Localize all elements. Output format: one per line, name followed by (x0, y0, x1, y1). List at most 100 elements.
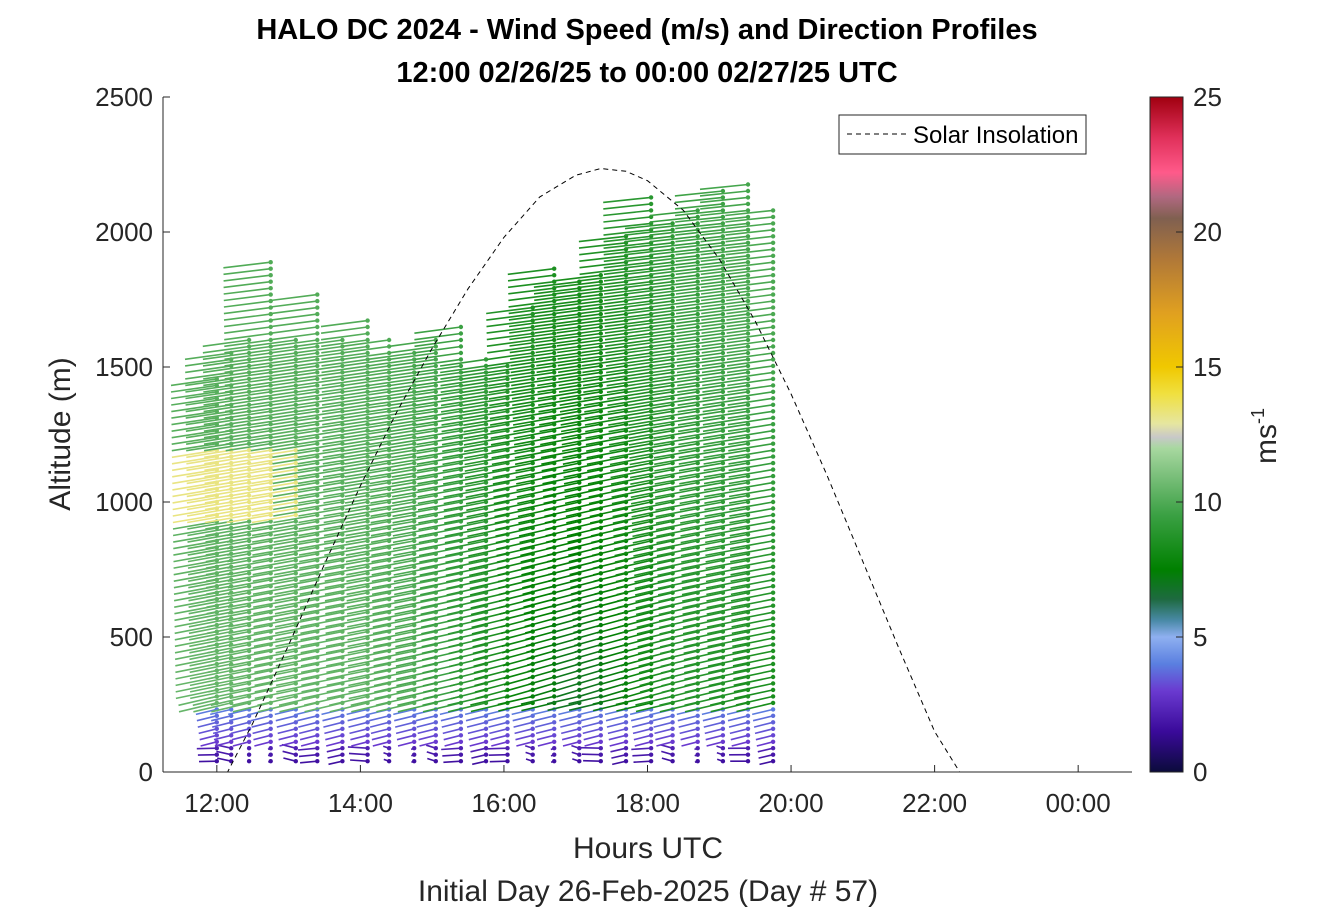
wind-barb (517, 501, 555, 511)
wind-barb-dot (483, 493, 489, 498)
wind-barb-dot (770, 208, 776, 213)
wind-barb (561, 442, 601, 452)
wind-barb (273, 501, 318, 511)
wind-barb-dot (268, 480, 273, 485)
wind-barb (702, 384, 749, 393)
wind-barb (299, 572, 343, 582)
wind-barb-dot (246, 532, 252, 537)
wind-barb (730, 553, 774, 563)
wind-barb (250, 455, 296, 465)
legend: Solar Insolation (838, 114, 1087, 155)
wind-barb (251, 494, 296, 504)
wind-barb (706, 585, 749, 596)
wind-barb (186, 481, 232, 491)
wind-barb-dot (268, 357, 273, 362)
wind-barb (205, 527, 250, 537)
wind-barb (253, 624, 296, 635)
wind-barb-dot (670, 383, 675, 388)
wind-barb (224, 352, 271, 361)
wind-barb (584, 404, 627, 413)
wind-barb-dot (695, 746, 700, 751)
wind-barb-dot (695, 273, 700, 278)
wind-barb (443, 488, 487, 498)
wind-barb (225, 455, 271, 465)
wind-barb (188, 604, 232, 615)
wind-barb-dot (552, 298, 557, 304)
wind-barb (418, 546, 462, 557)
wind-barb (677, 397, 724, 406)
wind-barb-dot (745, 454, 751, 459)
wind-barb-dot (598, 746, 603, 751)
wind-barb-dot (745, 752, 751, 757)
wind-barb (298, 533, 343, 543)
wind-barb (583, 759, 601, 762)
wind-barb-dot (505, 713, 510, 718)
wind-barb-dot (670, 260, 675, 265)
wind-barb (368, 378, 415, 387)
wind-barb (253, 630, 296, 641)
wind-barb (224, 397, 271, 406)
wind-barb-dot (695, 331, 700, 336)
wind-barb (589, 514, 627, 524)
wind-barb (172, 501, 217, 511)
wind-barb (225, 468, 271, 478)
wind-barb (683, 650, 724, 661)
wind-barb (391, 475, 436, 485)
wind-barb (418, 540, 462, 550)
wind-barb (533, 287, 580, 295)
wind-barb-dot (505, 733, 510, 738)
wind-barb-dot (552, 266, 557, 271)
wind-barb-dot (598, 363, 603, 369)
wind-barb-dot (530, 409, 535, 414)
wind-barb (726, 358, 774, 367)
wind-barb (187, 514, 232, 524)
wind-barb-dot (315, 363, 320, 369)
wind-barb (679, 494, 724, 505)
wind-barb-dot (598, 292, 603, 297)
wind-barb-dot (229, 707, 234, 712)
wind-barb (539, 429, 580, 439)
wind-barb (633, 734, 652, 741)
wind-barb (210, 708, 232, 716)
wind-barb (497, 572, 533, 583)
wind-barb (321, 371, 368, 380)
wind-barb-dot (315, 759, 320, 764)
wind-barb (273, 540, 318, 550)
wind-barb-dot (577, 720, 582, 725)
wind-barb (677, 423, 724, 433)
wind-barb (632, 728, 652, 735)
wind-barb (661, 669, 698, 681)
wind-barb (441, 423, 487, 433)
wind-barb (627, 384, 673, 394)
wind-barb (626, 332, 673, 341)
wind-barb-dot (770, 363, 776, 369)
wind-barb (676, 339, 724, 348)
wind-barb-dot (214, 726, 219, 731)
wind-barb (605, 345, 652, 354)
wind-barb (254, 682, 296, 693)
wind-barb (419, 572, 462, 583)
wind-barb-dot (293, 616, 298, 621)
wind-barb (706, 604, 749, 615)
wind-barb (516, 488, 555, 498)
wind-barb (271, 384, 318, 393)
wind-barb (704, 507, 749, 518)
wind-barb-dot (293, 726, 298, 731)
wind-barb-dot (745, 363, 751, 369)
wind-barb-dot (340, 493, 345, 498)
wind-barb (206, 604, 250, 615)
wind-barb-dot (648, 396, 654, 401)
wind-barb (651, 339, 698, 348)
wind-barb-dot (315, 448, 320, 453)
wind-barb (347, 630, 390, 641)
wind-barb (705, 566, 749, 576)
wind-barb-dot (552, 726, 557, 731)
wind-barb (345, 527, 390, 537)
wind-barb (185, 423, 232, 432)
wind-barb-dot (552, 746, 557, 751)
wind-barb (345, 546, 390, 556)
wind-barb-dot (246, 603, 252, 608)
wind-barb-dot (623, 370, 629, 375)
wind-barb (196, 747, 217, 750)
wind-barb-dot (530, 331, 535, 336)
